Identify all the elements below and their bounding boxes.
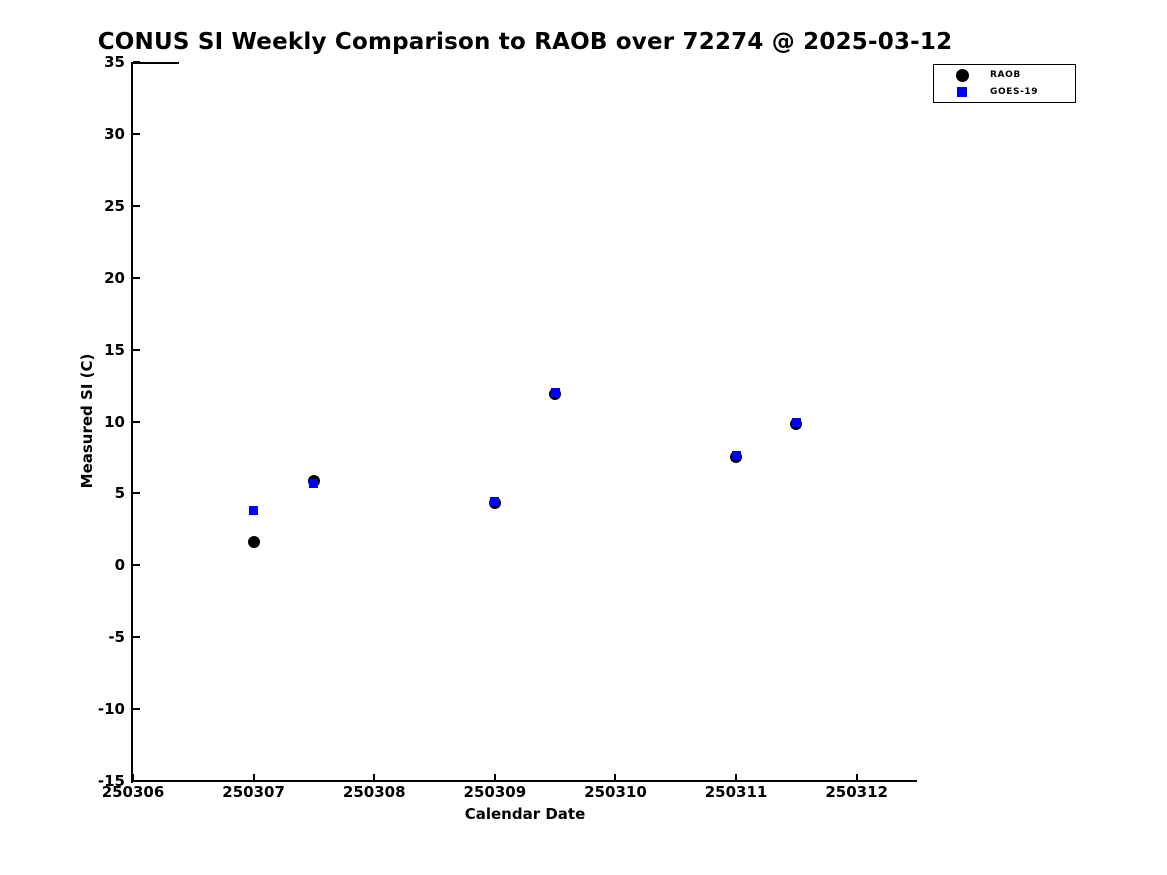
data-point-goes-19	[490, 496, 500, 506]
plot-area: 35 30 25 20 15 10 5 0 -5 -10 -15 250306 250307 250308…	[98, 53, 917, 801]
goes-19-marker-icon	[957, 87, 967, 97]
x-tick-label: 250310	[584, 783, 647, 801]
x-tick-label: 250309	[463, 783, 527, 801]
y-axis-top-stub	[133, 62, 179, 64]
legend: RAOB GOES-19	[933, 64, 1076, 103]
data-point-goes-19	[309, 478, 319, 488]
y-tick-label: 10	[104, 412, 125, 431]
x-tick	[252, 774, 255, 781]
x-tick	[373, 774, 376, 781]
x-tick-label: 250311	[704, 783, 768, 801]
y-tick	[133, 780, 140, 782]
legend-label: RAOB	[990, 70, 1021, 80]
data-point-goes-19	[550, 388, 560, 398]
y-tick-label: 30	[104, 124, 125, 143]
legend-label: GOES-19	[990, 87, 1039, 97]
y-tick	[133, 636, 140, 639]
y-tick	[133, 420, 140, 423]
x-tick	[493, 774, 496, 781]
data-point-goes-19	[731, 450, 741, 460]
y-tick-label: -5	[108, 628, 125, 647]
y-tick	[133, 204, 140, 207]
y-tick	[133, 61, 140, 63]
y-axis-label: Measured SI (C)	[78, 353, 96, 489]
chart-title: CONUS SI Weekly Comparison to RAOB over …	[97, 29, 953, 55]
legend-item-goes-19: GOES-19	[934, 84, 1075, 101]
y-tick-label: 5	[114, 484, 125, 503]
x-tick-label: 250306	[101, 783, 165, 801]
y-tick-label: -10	[97, 700, 125, 719]
y-tick	[133, 708, 140, 711]
y-tick-label: -15	[97, 772, 125, 790]
legend-item-raob: RAOB	[934, 67, 1075, 84]
x-tick-label: 250308	[342, 783, 406, 801]
data-point-goes-19	[249, 506, 259, 516]
legend-swatch-cell	[934, 87, 990, 97]
y-tick	[133, 348, 140, 351]
raob-marker-icon	[955, 68, 969, 82]
y-tick-label: 35	[104, 53, 125, 71]
y-tick-label: 0	[114, 556, 125, 575]
x-tick-label: 250307	[222, 783, 285, 801]
y-tick-label: 15	[104, 340, 125, 359]
data-point-goes-19	[791, 417, 801, 427]
y-tick	[133, 492, 140, 495]
x-tick	[614, 774, 617, 781]
x-axis-label: Calendar Date	[464, 805, 586, 823]
y-tick-label: 20	[104, 268, 125, 287]
y-tick	[133, 564, 140, 567]
data-point-raob	[247, 536, 260, 549]
y-tick	[133, 132, 140, 135]
x-tick	[735, 774, 738, 781]
legend-swatch-cell	[934, 68, 990, 82]
x-axis-line	[131, 780, 917, 782]
y-tick-label: 25	[104, 196, 125, 215]
y-axis-line	[131, 62, 133, 783]
x-tick	[132, 774, 134, 781]
y-tick	[133, 276, 140, 279]
x-tick	[855, 774, 858, 781]
x-tick-label: 250312	[825, 783, 888, 801]
